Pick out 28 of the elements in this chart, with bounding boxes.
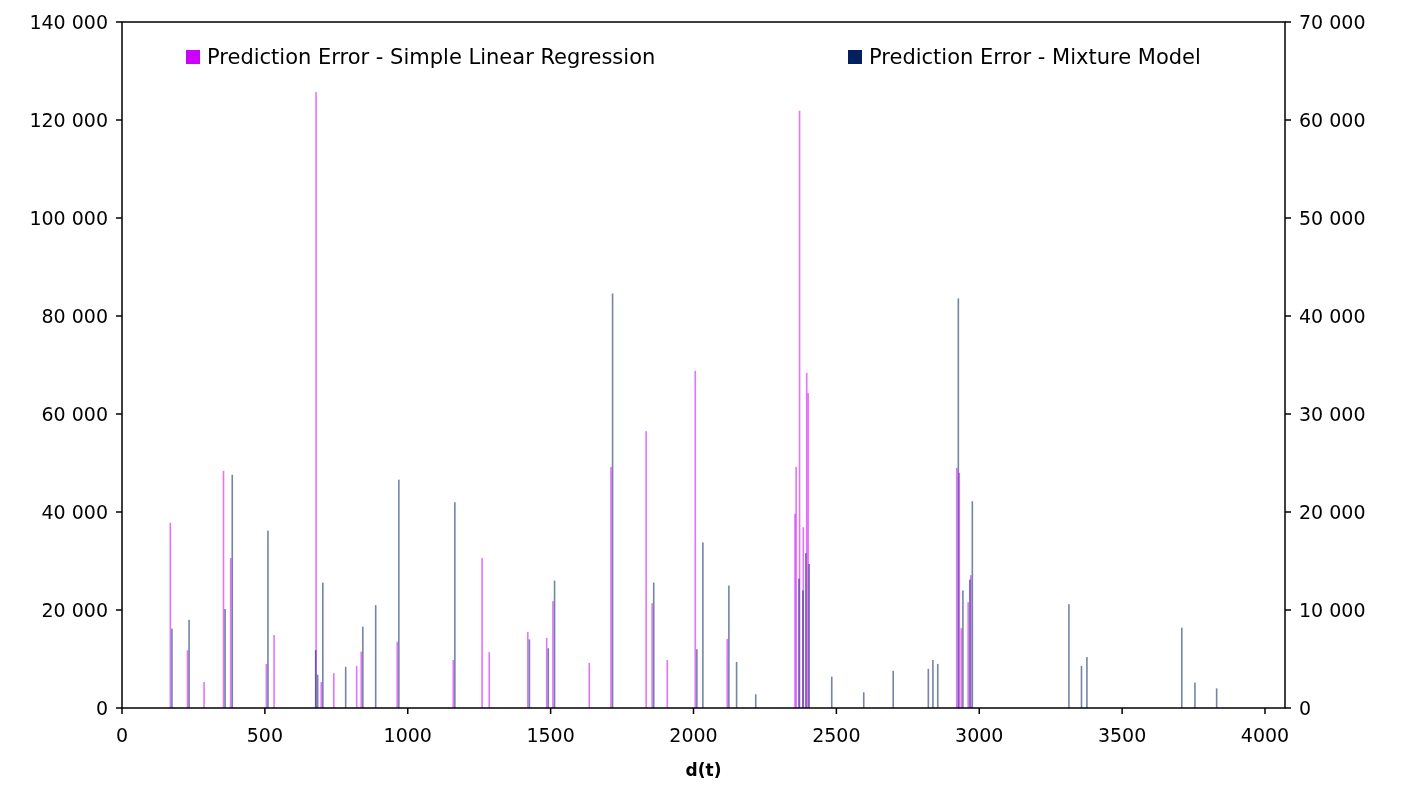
y-tick-label: 40 000	[41, 500, 108, 523]
y-tick-label: 120 000	[29, 108, 108, 131]
y-tick-label: 100 000	[29, 206, 108, 229]
legend-label: Prediction Error - Simple Linear Regression	[207, 45, 656, 70]
y2-tick-label: 0	[1299, 696, 1312, 719]
y2-tick-label: 70 000	[1299, 10, 1366, 33]
legend-label: Prediction Error - Mixture Model	[869, 45, 1201, 70]
x-tick-label: 0	[115, 724, 129, 746]
x-tick-label: 1500	[526, 724, 575, 746]
y2-tick-label: 40 000	[1299, 304, 1366, 327]
x-tick-label: 3000	[955, 724, 1004, 746]
x-axis-title: d(t)	[685, 760, 722, 780]
y2-tick-label: 20 000	[1299, 500, 1366, 523]
y-tick-label: 20 000	[41, 598, 108, 621]
x-tick-label: 4000	[1240, 724, 1290, 746]
x-tick-label: 1000	[383, 724, 432, 746]
y2-tick-label: 60 000	[1299, 108, 1366, 131]
x-tick-label: 500	[246, 724, 284, 746]
x-tick-label: 3500	[1097, 724, 1147, 746]
x-tick-label: 2000	[669, 724, 718, 746]
x-tick-label: 2500	[812, 724, 861, 746]
y2-tick-label: 50 000	[1299, 206, 1366, 229]
y-tick-label: 0	[95, 696, 108, 719]
y2-tick-label: 30 000	[1299, 402, 1366, 425]
y-tick-label: 60 000	[41, 402, 108, 425]
y2-tick-label: 10 000	[1299, 598, 1366, 621]
y-tick-label: 80 000	[41, 304, 108, 327]
y-tick-label: 140 000	[29, 10, 108, 33]
